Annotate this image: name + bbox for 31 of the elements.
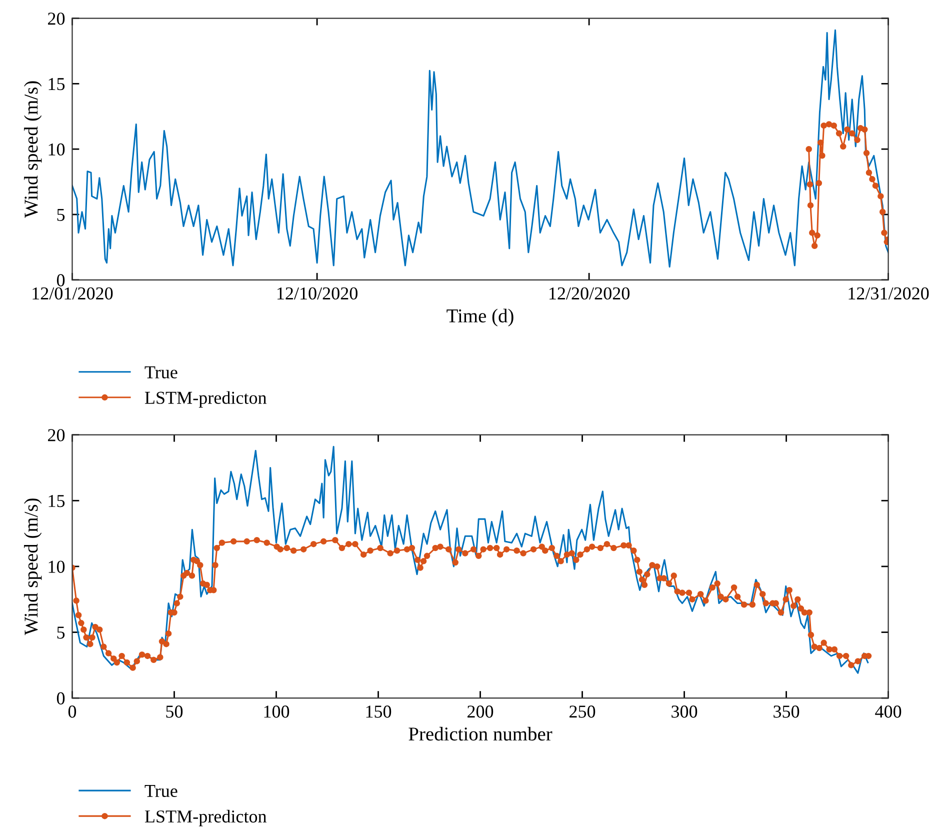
y-axis-title: Wind speed (m/s) [24,81,42,218]
x-tick-label: 12/10/2020 [278,287,358,300]
x-tick-label: 200 [468,706,494,718]
x-tick-label: 350 [774,706,800,718]
y-tick-label: 15 [48,78,65,90]
y-tick-label: 10 [48,143,65,156]
y-axis-title: Wind speed (m/s) [24,498,42,636]
x-tick-label: 400 [875,706,902,718]
y-tick-label: 20 [48,429,65,442]
y-tick-label: 5 [57,208,65,221]
x-axis-title: Prediction number [408,726,552,741]
y-tick-label: 5 [57,626,65,639]
x-tick-label: 300 [672,706,698,718]
x-tick-label: 50 [166,706,183,718]
y-tick-label: 15 [48,494,65,508]
x-tick-label: 250 [570,706,596,718]
x-tick-label: 150 [366,706,392,718]
y-tick-label: 20 [48,12,65,25]
y-tick-label: 10 [48,560,65,573]
x-axis-title: Time (d) [446,308,514,326]
y-tick-label: 0 [56,692,65,704]
x-tick-label: 100 [264,706,290,718]
legend-label: True [144,366,178,378]
x-tick-label: 12/20/2020 [550,287,630,300]
x-tick-label: 12/01/2020 [32,287,113,300]
legend-label: LSTM-predicton [144,391,267,408]
x-tick-label: 0 [68,706,76,718]
legend-label: True [144,785,178,798]
y-tick-label: 0 [56,274,65,286]
legend-label: LSTM-predicton [144,810,267,826]
x-tick-label: 12/31/2020 [848,287,929,300]
